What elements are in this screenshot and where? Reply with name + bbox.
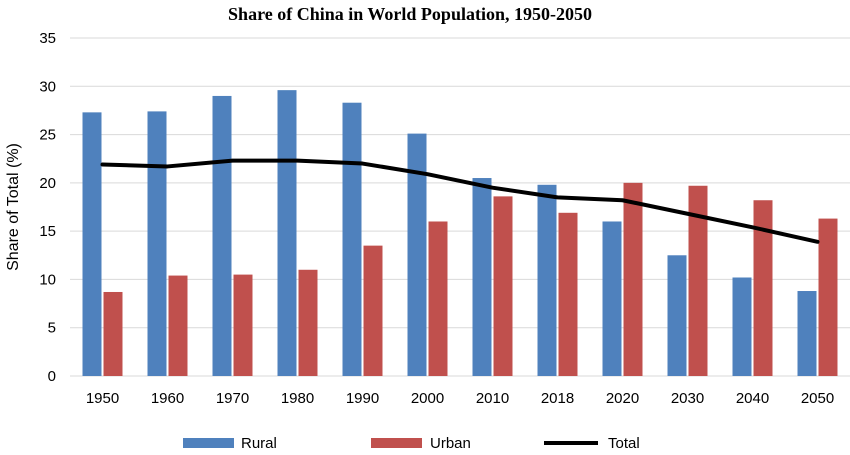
y-tick-label: 5 <box>48 320 56 337</box>
x-tick-label: 2018 <box>541 390 574 407</box>
bar-rural <box>472 178 492 376</box>
bar-urban <box>428 221 448 376</box>
bar-rural <box>537 184 557 376</box>
bar-rural <box>277 90 297 377</box>
bar-rural <box>732 277 752 376</box>
y-tick-label: 25 <box>39 127 56 144</box>
bar-rural <box>797 291 817 376</box>
bar-rural <box>407 133 427 376</box>
y-tick-label: 20 <box>39 175 56 192</box>
bars <box>82 90 838 377</box>
bar-urban <box>493 196 513 376</box>
legend-label-urban: Urban <box>430 435 471 452</box>
x-tick-label: 2030 <box>671 390 704 407</box>
bar-urban <box>233 274 253 376</box>
legend-swatch-urban <box>371 438 422 448</box>
bar-rural <box>342 102 362 377</box>
bar-urban <box>623 182 643 376</box>
bar-urban <box>688 185 708 376</box>
chart-title: Share of China in World Population, 1950… <box>228 4 592 24</box>
x-tick-label: 2000 <box>411 390 444 407</box>
y-tick-label: 35 <box>39 30 56 47</box>
y-axis-ticks: 0 5 10 15 20 25 30 35 <box>39 30 56 385</box>
line-total <box>100 158 820 244</box>
x-tick-label: 2040 <box>736 390 769 407</box>
y-tick-label: 0 <box>48 368 56 385</box>
x-tick-label: 2010 <box>476 390 509 407</box>
x-axis-ticks: 1950 1960 1970 1980 1990 2000 2010 2018 2020 2030… <box>86 390 834 407</box>
legend-label-total: Total <box>608 435 640 452</box>
x-tick-label: 1990 <box>346 390 379 407</box>
bar-urban <box>298 269 318 376</box>
bar-urban <box>363 245 383 376</box>
x-tick-label: 1980 <box>281 390 314 407</box>
x-tick-label: 2020 <box>606 390 639 407</box>
bar-rural <box>667 255 687 376</box>
y-axis-label: Share of Total (%) <box>5 143 22 271</box>
legend: Rural Urban Total <box>183 435 640 452</box>
y-tick-label: 15 <box>39 223 56 240</box>
bar-rural <box>82 112 102 377</box>
bar-urban <box>168 275 188 376</box>
x-tick-label: 1950 <box>86 390 119 407</box>
bar-rural <box>602 221 622 376</box>
x-tick-label: 2050 <box>801 390 834 407</box>
legend-swatch-rural <box>183 438 234 448</box>
total-line-layer <box>100 158 820 244</box>
bar-rural <box>212 95 232 376</box>
y-tick-label: 10 <box>39 271 56 288</box>
x-tick-label: 1960 <box>151 390 184 407</box>
legend-label-rural: Rural <box>241 435 277 452</box>
bar-urban <box>558 212 578 376</box>
bar-urban <box>818 218 838 376</box>
bar-urban <box>103 291 123 376</box>
bar-urban <box>753 200 773 376</box>
y-tick-label: 30 <box>39 78 56 95</box>
bar-rural <box>147 111 167 376</box>
x-tick-label: 1970 <box>216 390 249 407</box>
